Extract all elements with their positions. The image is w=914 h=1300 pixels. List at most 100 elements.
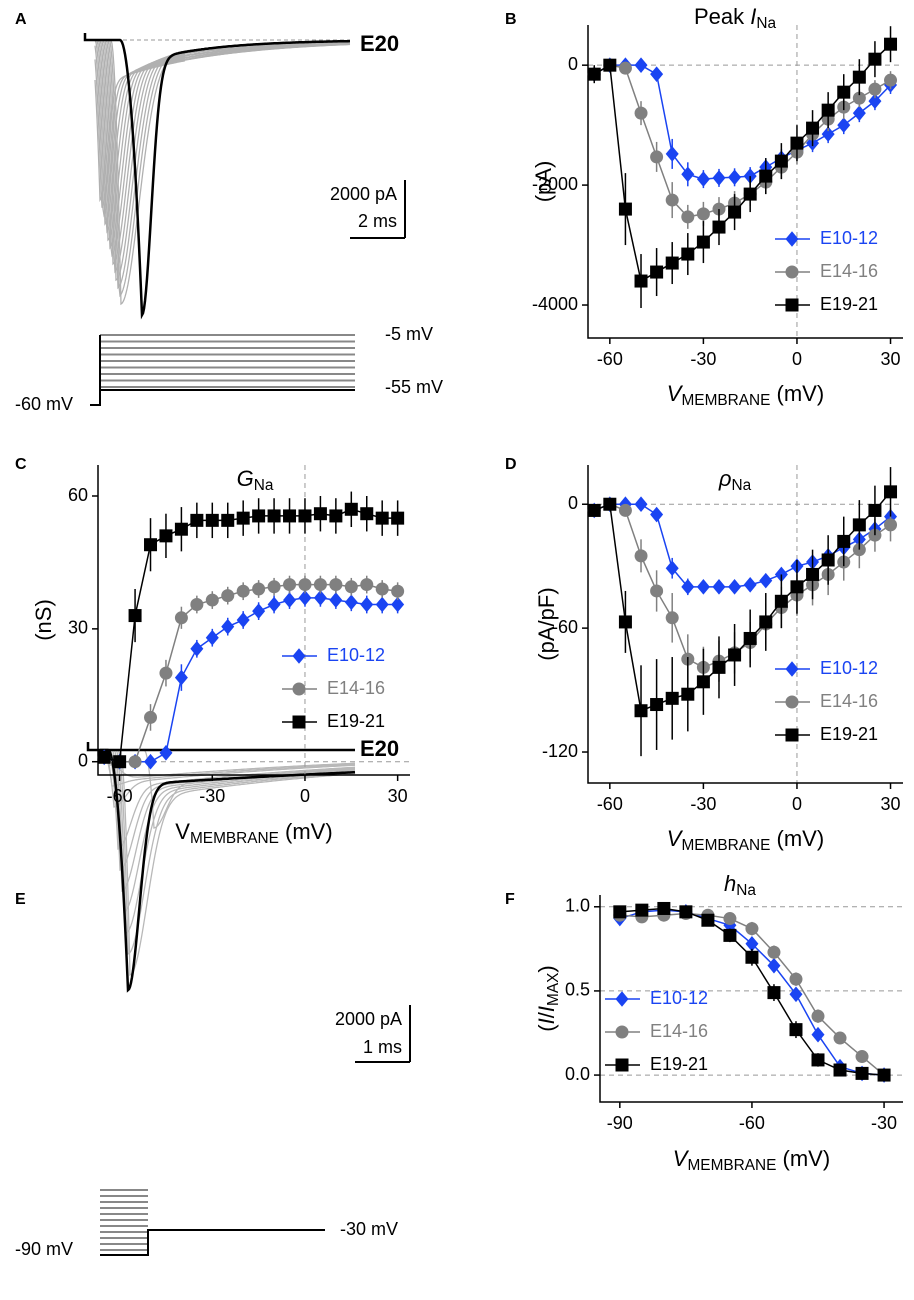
marker: [789, 986, 803, 1003]
marker: [313, 507, 327, 521]
x-tick-label: 0: [792, 794, 802, 814]
marker: [329, 509, 343, 523]
marker: [681, 166, 695, 183]
marker: [884, 485, 898, 499]
marker: [650, 506, 664, 523]
chart-title-part: h: [724, 871, 736, 896]
marker: [298, 578, 312, 592]
x-tick-label: -30: [690, 794, 716, 814]
marker: [634, 704, 648, 718]
marker: [128, 755, 142, 769]
marker: [174, 669, 188, 686]
panel-letter: B: [505, 11, 517, 28]
marker: [745, 922, 759, 936]
marker: [806, 567, 820, 581]
marker: [344, 594, 358, 611]
step-label: -55 mV: [385, 377, 443, 397]
marker: [360, 578, 374, 592]
marker: [723, 912, 737, 926]
voltage-step: [100, 1229, 325, 1256]
panel-letter: C: [15, 456, 27, 473]
marker: [767, 945, 781, 959]
marker: [852, 518, 866, 532]
marker: [221, 618, 235, 635]
chart-title: GNa: [237, 466, 274, 494]
marker: [650, 584, 664, 598]
marker: [665, 256, 679, 270]
legend-marker: [615, 1025, 629, 1039]
marker: [252, 509, 266, 523]
current-trace: [99, 749, 355, 778]
x-axis-label-part: MEMBRANE: [681, 837, 770, 854]
marker: [159, 666, 173, 680]
x-axis-label: VMEMBRANE (mV): [673, 1146, 830, 1174]
legend-label: E19-21: [820, 724, 878, 744]
marker: [236, 511, 250, 525]
chart-title-part: ρ: [718, 466, 732, 491]
y-axis-label-part: (pA): [531, 161, 556, 203]
marker: [759, 572, 773, 589]
y-tick-label: 0.5: [565, 980, 590, 1000]
chart-title-part: G: [237, 466, 254, 491]
current-trace: [86, 742, 355, 752]
x-axis-label-part: V: [667, 826, 684, 851]
marker: [375, 582, 389, 596]
marker: [267, 580, 281, 594]
marker: [298, 509, 312, 523]
marker: [696, 675, 710, 689]
x-axis-label-part: (mV): [770, 381, 824, 406]
axes: [587, 25, 903, 339]
marker: [603, 58, 617, 72]
legend-marker: [785, 728, 799, 742]
marker: [159, 529, 173, 543]
legend-marker: [785, 695, 799, 709]
x-axis-label: VMEMBRANE (mV): [667, 381, 824, 409]
legend-marker: [292, 682, 306, 696]
marker: [313, 590, 327, 606]
trace-label: E20: [360, 736, 399, 761]
legend-label: E10-12: [820, 228, 878, 248]
marker: [774, 594, 788, 608]
marker: [128, 609, 142, 623]
marker: [618, 61, 632, 75]
marker: [344, 580, 358, 594]
chart-title: hNa: [724, 871, 756, 899]
y-tick-label: 1.0: [565, 896, 590, 916]
marker: [868, 82, 882, 96]
marker: [723, 928, 737, 942]
marker: [790, 136, 804, 150]
marker: [821, 553, 835, 567]
marker: [868, 503, 882, 517]
marker: [205, 593, 219, 607]
marker: [298, 590, 312, 606]
marker: [634, 549, 648, 563]
legend-label: E19-21: [327, 711, 385, 731]
marker: [712, 660, 726, 674]
chart-title-part: Na: [254, 477, 274, 494]
marker: [252, 582, 266, 596]
marker: [221, 513, 235, 527]
marker: [701, 913, 715, 927]
chart-title-part: I: [750, 4, 756, 29]
marker: [329, 592, 343, 608]
marker: [375, 596, 389, 613]
legend-marker: [785, 231, 799, 247]
chart-title: Peak INa: [694, 4, 777, 32]
marker: [884, 37, 898, 51]
y-tick-label: 0: [568, 493, 578, 513]
y-axis-label-part: (pA/pF): [534, 587, 559, 660]
y-axis-label-part: ): [534, 965, 559, 972]
marker: [391, 511, 405, 525]
x-axis-label-part: MEMBRANE: [190, 830, 279, 847]
x-tick-label: -90: [607, 1113, 633, 1133]
legend-label: E14-16: [650, 1021, 708, 1041]
marker: [190, 640, 204, 657]
y-axis-label: (pA): [531, 161, 556, 203]
marker: [650, 150, 664, 164]
legend-label: E19-21: [820, 294, 878, 314]
marker: [681, 687, 695, 701]
legend-marker: [615, 1058, 629, 1072]
x-tick-label: -60: [597, 794, 623, 814]
x-tick-label: 30: [881, 349, 901, 369]
marker: [821, 103, 835, 117]
